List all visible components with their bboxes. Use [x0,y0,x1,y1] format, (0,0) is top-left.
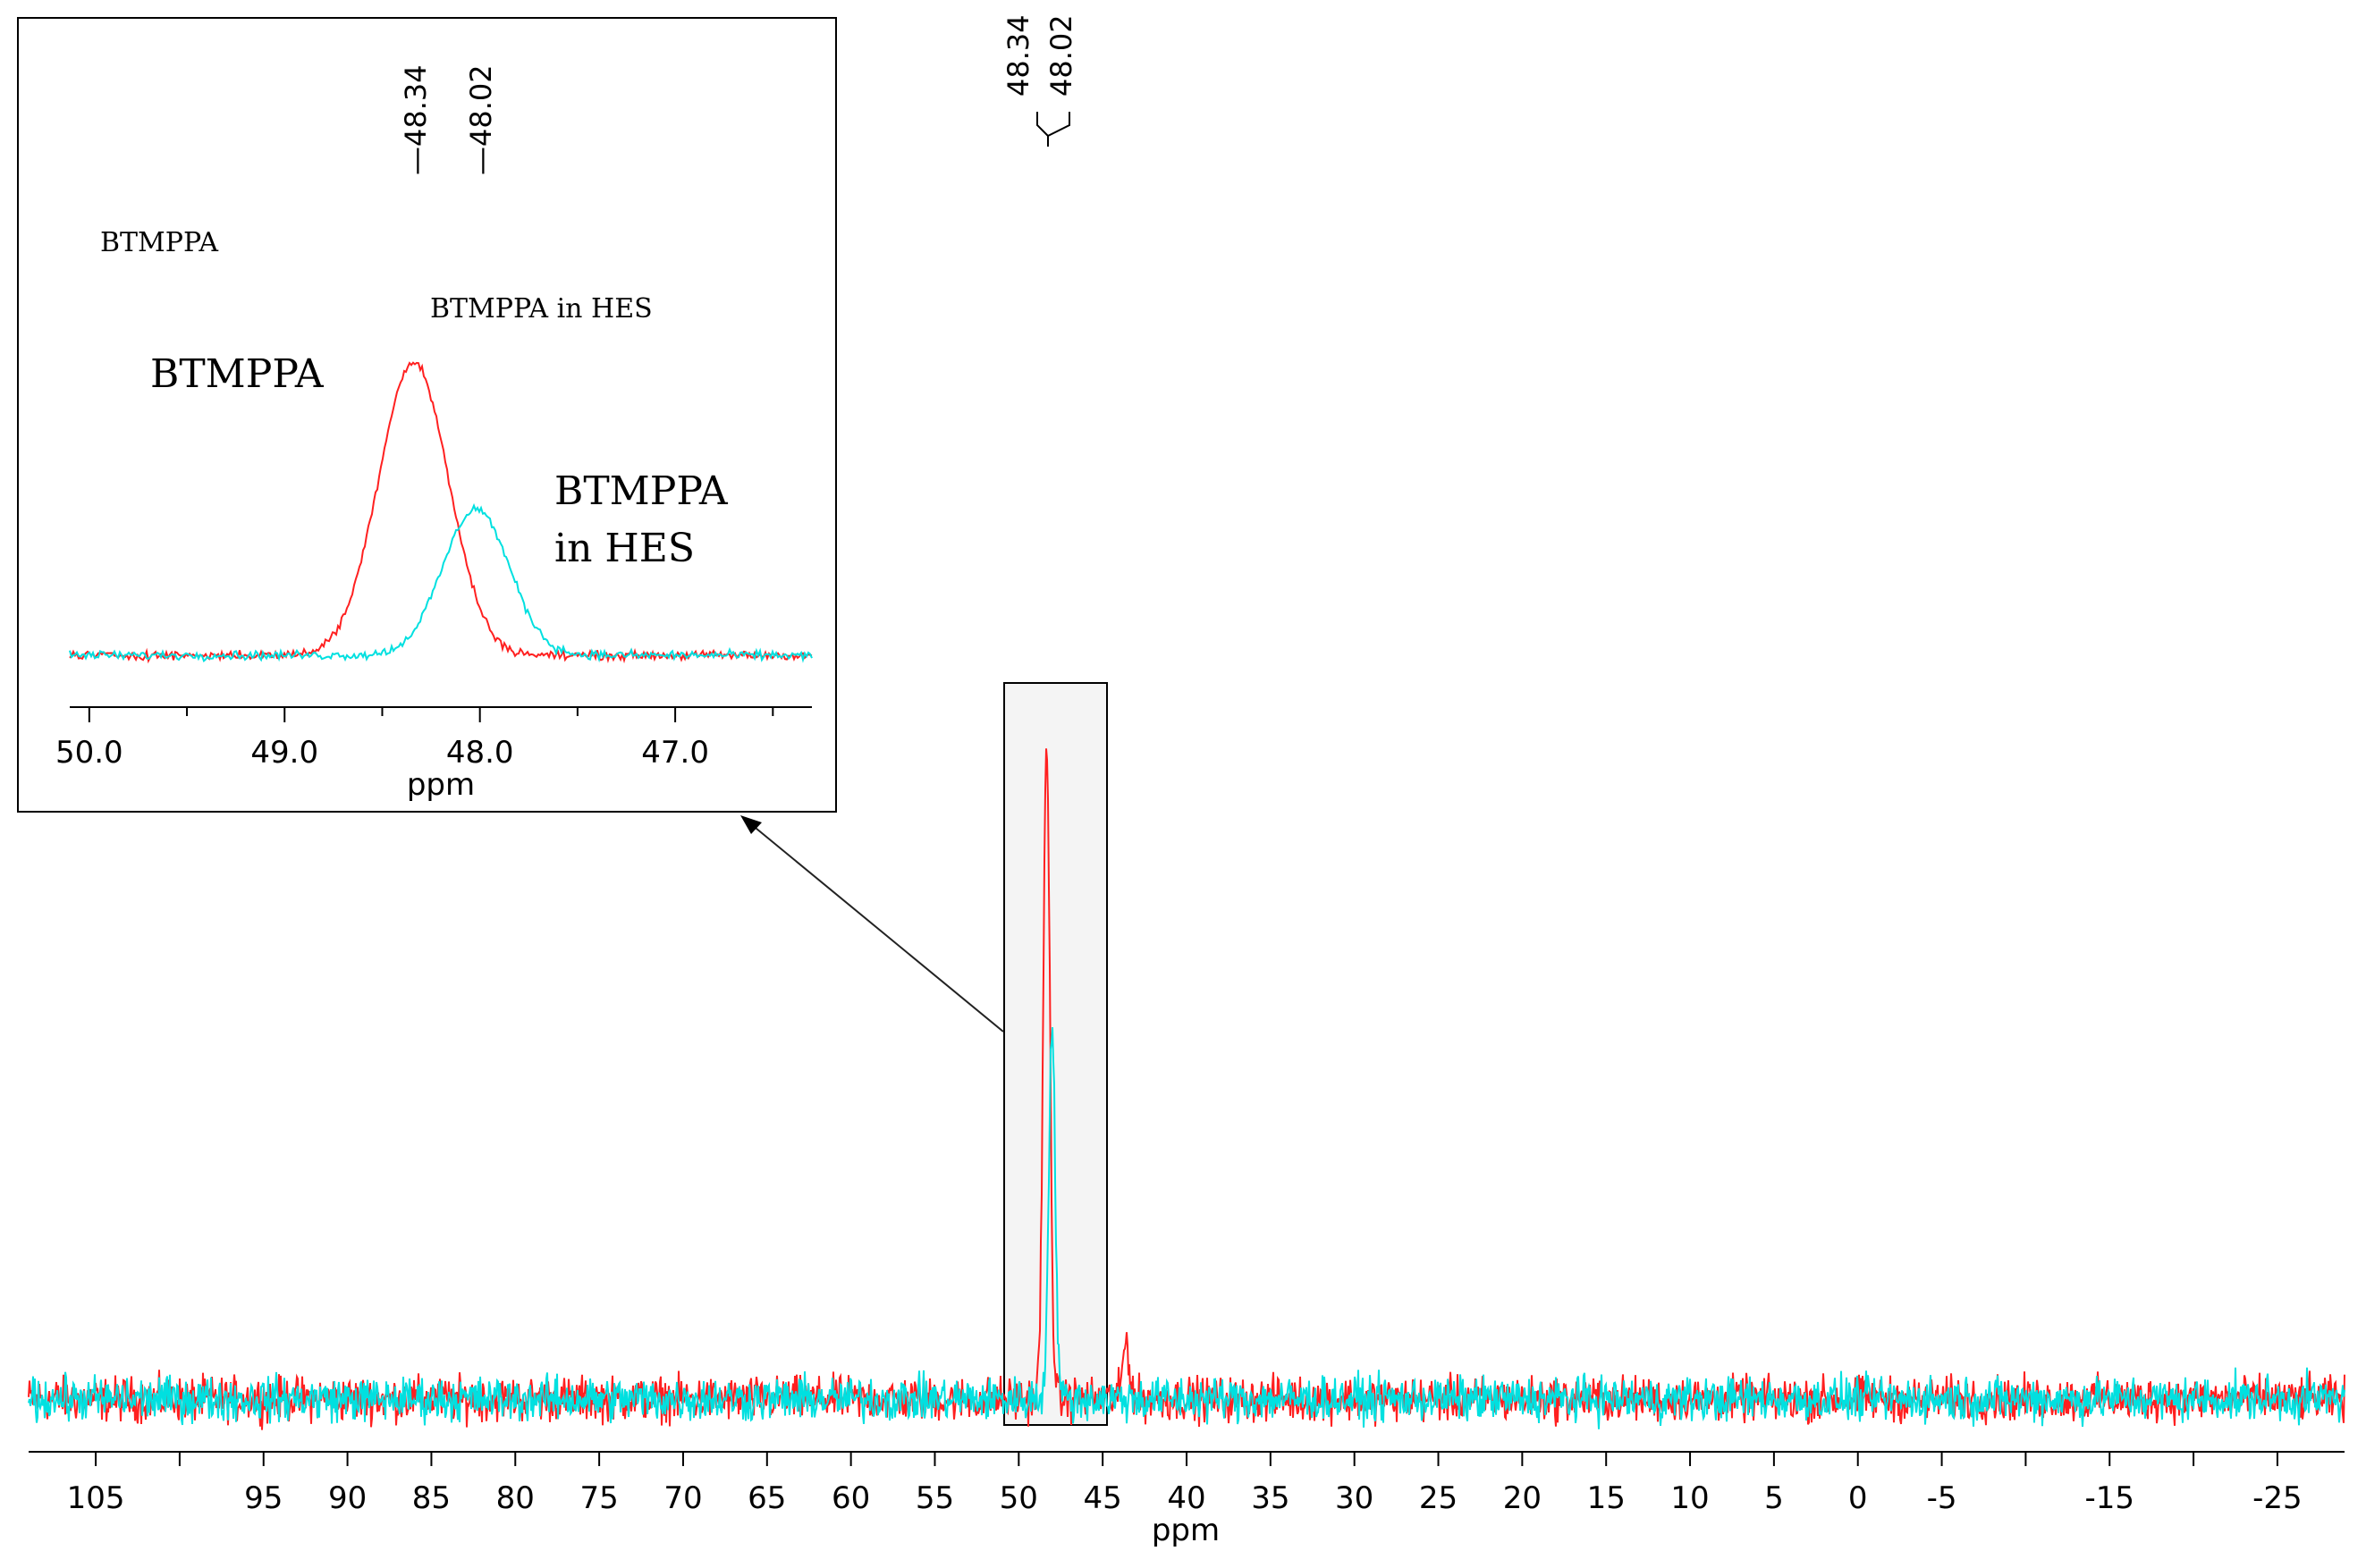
main-x-tick-label: 15 [1587,1480,1626,1516]
main-peak-labels: 48.34 48.02 [1001,14,1078,147]
inset-annotation-btmppa-large: BTMPPA [150,351,325,397]
main-x-tick-label: -25 [2252,1480,2303,1516]
main-x-ticks: 105 95 90 85 80 75 70 65 60 55 50 45 40 35 30 25 20 15 10 5… [67,1452,2303,1516]
main-x-tick-label: 75 [579,1480,618,1516]
inset-annotation-btmppa-small: BTMPPA [100,227,218,258]
main-x-tick-label: 105 [67,1480,125,1516]
main-series-btmppa-line [28,748,2345,1430]
main-x-tick-label: 0 [1848,1480,1868,1516]
inset-x-tick-label: 47.0 [641,735,709,771]
inset-peak-label: —48.02 [464,64,498,175]
inset-traces [69,361,813,664]
main-x-tick-label: 55 [916,1480,954,1516]
main-x-tick-label: 80 [496,1480,535,1516]
main-x-tick-label: -5 [1927,1480,1957,1516]
main-traces [28,748,2345,1430]
inset-spectrum: 50.0 49.0 48.0 47.0 ppm —48.34 —48.02 BTMPPA… [17,17,837,813]
inset-annotation-btmppa-in-hes-small: BTMPPA in HES [430,293,653,325]
main-spectrum: 105 95 90 85 80 75 70 65 60 55 50 45 40 35 30 25 20 15 10 5… [28,14,2345,1548]
inset-frame [17,17,837,813]
main-series-btmppa-in-hes-line [28,1027,2345,1429]
main-x-tick-label: 25 [1419,1480,1458,1516]
main-x-tick-label: 65 [748,1480,786,1516]
main-x-tick-label: 60 [832,1480,870,1516]
inset-x-axis-label: ppm [407,767,475,803]
main-x-axis-label: ppm [1152,1513,1220,1548]
main-peak-label-connector [1036,112,1070,147]
inset-peak-label: —48.34 [399,64,433,175]
main-x-tick-label: 95 [244,1480,283,1516]
main-peak-label: 48.34 [1001,14,1035,97]
main-x-tick-label: 40 [1167,1480,1205,1516]
main-x-tick-label: 20 [1503,1480,1542,1516]
main-x-tick-label: 10 [1670,1480,1709,1516]
main-x-tick-label: 30 [1335,1480,1373,1516]
inset-annotation-btmppa-in-hes-large-line1: BTMPPA [554,468,729,514]
inset-peak-labels: —48.34 —48.02 [399,64,498,175]
inset-annotation-btmppa-in-hes-large-line2: in HES [554,526,695,571]
main-x-tick-label: 35 [1251,1480,1289,1516]
main-x-tick-label: 50 [1000,1480,1038,1516]
inset-x-tick-label: 49.0 [250,735,318,771]
inset-x-tick-label: 48.0 [446,735,514,771]
main-x-tick-label: -15 [2084,1480,2134,1516]
main-peak-label: 48.02 [1044,14,1078,97]
inset-x-ticks: 50.0 49.0 48.0 47.0 [55,707,774,771]
main-x-tick-label: 5 [1764,1480,1784,1516]
zoom-region-box [1003,682,1108,1426]
inset-x-tick-label: 50.0 [55,735,123,771]
main-x-tick-label: 45 [1084,1480,1122,1516]
main-x-tick-label: 85 [412,1480,451,1516]
main-x-tick-label: 70 [663,1480,702,1516]
zoom-arrow [740,815,1004,1033]
inset-series-btmppa-in-hes-line [69,502,813,663]
main-x-tick-label: 90 [328,1480,367,1516]
